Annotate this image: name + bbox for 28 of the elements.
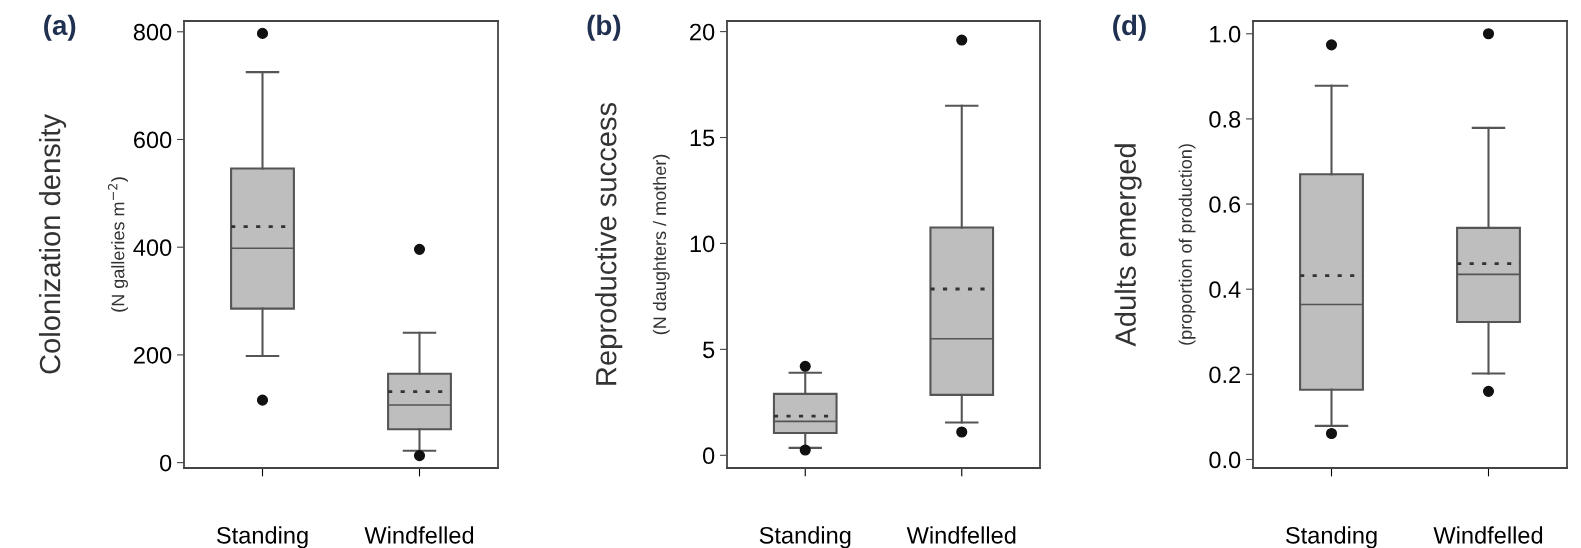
y-tick-label: 10	[690, 235, 715, 253]
y-tick-label: 200	[133, 346, 172, 364]
y-axis-title: Reproductive success (N daughters / mother)	[595, 102, 670, 385]
x-tick-label: Windfelled	[906, 526, 1016, 544]
x-tick-label: Windfelled	[364, 526, 474, 544]
x-tick-label: Standing	[216, 526, 308, 548]
y-tick-label: 0.6	[1209, 196, 1241, 213]
x-tick-label: Windfelled	[1433, 526, 1543, 544]
y-tick-label: 0.4	[1209, 281, 1241, 298]
y-tick-label: 800	[133, 23, 172, 41]
y-tick-label: 20	[690, 23, 715, 41]
y-tick-label: 0.2	[1209, 366, 1241, 384]
y-tick-label: 5	[703, 341, 715, 359]
y-tick-label: 600	[134, 131, 172, 149]
y-tick-label: 400	[133, 239, 172, 256]
chart-title: (a)	[44, 14, 76, 41]
y-tick-label: 0.8	[1209, 110, 1241, 128]
text: Adults emerged (proportion of production)	[1114, 144, 1196, 347]
y-tick-label: 0	[159, 454, 172, 472]
x-tick-label: Standing	[1285, 526, 1377, 548]
text: Colonization density (N galleries m$^{−2}$)	[38, 114, 128, 374]
chart-title: (b)	[587, 14, 621, 41]
y-tick-label: 0	[702, 447, 715, 465]
y-tick-label: 1.0	[1210, 25, 1241, 43]
y-tick-label: 15	[690, 129, 715, 147]
chart-title: (d)	[1113, 14, 1146, 41]
x-tick-label: Standing	[759, 526, 851, 548]
y-tick-label: 0.0	[1209, 451, 1241, 469]
